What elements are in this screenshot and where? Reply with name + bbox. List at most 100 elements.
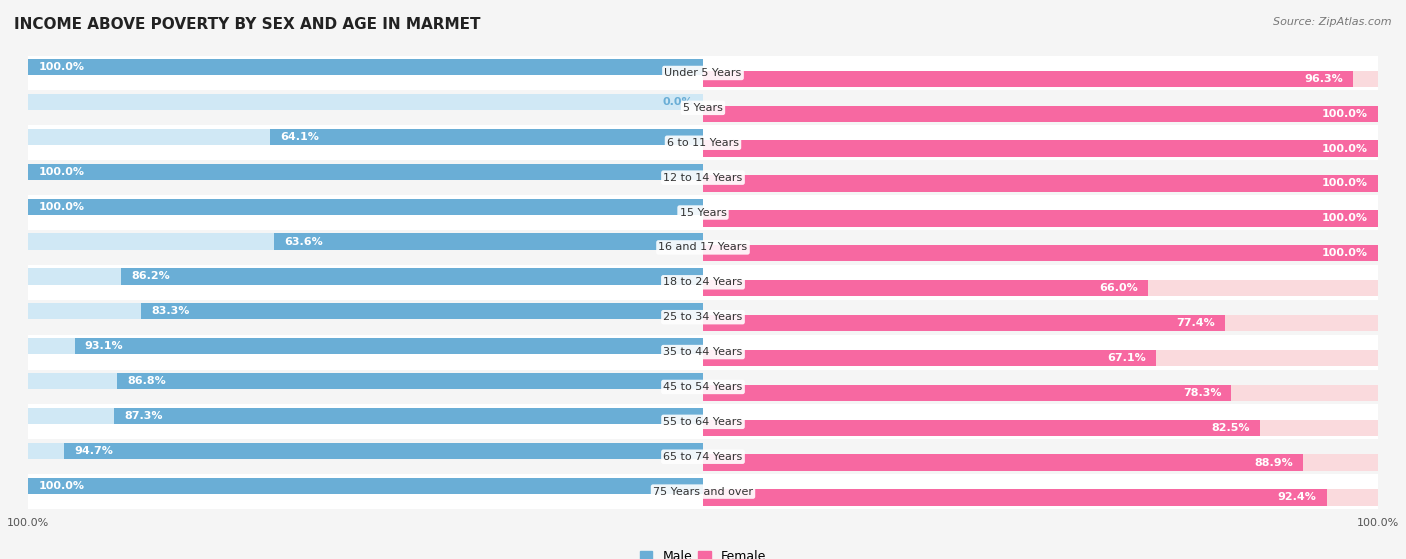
Bar <box>21 55 1385 91</box>
Text: 100.0%: 100.0% <box>38 481 84 491</box>
Text: 100.0%: 100.0% <box>1322 214 1368 224</box>
Text: 96.3%: 96.3% <box>1303 74 1343 84</box>
Bar <box>121 268 703 285</box>
Bar <box>703 454 1303 471</box>
Bar <box>21 439 1385 474</box>
Bar <box>703 350 1156 366</box>
Text: 86.8%: 86.8% <box>128 376 166 386</box>
Bar <box>703 454 1378 471</box>
Bar <box>28 268 703 285</box>
Text: 88.9%: 88.9% <box>1254 458 1294 467</box>
Text: 66.0%: 66.0% <box>1099 283 1139 293</box>
Bar <box>28 477 703 494</box>
Text: 18 to 24 Years: 18 to 24 Years <box>664 277 742 287</box>
Bar <box>703 245 1378 262</box>
Bar <box>28 408 703 424</box>
Bar <box>21 265 1385 300</box>
Bar <box>28 59 703 75</box>
Text: 77.4%: 77.4% <box>1177 318 1215 328</box>
Bar <box>28 443 703 459</box>
Bar <box>703 140 1378 157</box>
Text: 100.0%: 100.0% <box>1357 518 1399 528</box>
Text: 0.0%: 0.0% <box>662 97 693 107</box>
Bar <box>28 303 703 320</box>
Bar <box>703 210 1378 226</box>
Text: 100.0%: 100.0% <box>1322 108 1368 119</box>
Bar <box>703 419 1378 436</box>
Text: 65 to 74 Years: 65 to 74 Years <box>664 452 742 462</box>
Text: 100.0%: 100.0% <box>38 167 84 177</box>
Bar <box>703 70 1378 87</box>
Bar <box>703 106 1378 122</box>
Text: 93.1%: 93.1% <box>84 341 124 351</box>
Bar <box>703 106 1378 122</box>
Text: Source: ZipAtlas.com: Source: ZipAtlas.com <box>1274 17 1392 27</box>
Text: 45 to 54 Years: 45 to 54 Years <box>664 382 742 392</box>
Bar <box>28 94 703 110</box>
Bar <box>141 303 703 320</box>
Bar <box>21 300 1385 335</box>
Bar <box>703 315 1378 331</box>
Text: 94.7%: 94.7% <box>75 446 112 456</box>
Bar <box>703 489 1327 505</box>
Bar <box>21 369 1385 404</box>
Bar <box>21 125 1385 160</box>
Bar <box>21 160 1385 195</box>
Bar <box>28 129 703 145</box>
Bar <box>75 338 703 354</box>
Text: Under 5 Years: Under 5 Years <box>665 68 741 78</box>
Bar <box>28 234 703 250</box>
Bar <box>28 164 703 180</box>
Bar <box>28 198 703 215</box>
Bar <box>28 59 703 75</box>
Bar <box>703 385 1378 401</box>
Bar <box>703 350 1378 366</box>
Bar <box>28 373 703 389</box>
Bar <box>28 164 703 180</box>
Bar <box>21 404 1385 439</box>
Text: 6 to 11 Years: 6 to 11 Years <box>666 138 740 148</box>
Bar <box>28 198 703 215</box>
Bar <box>270 129 703 145</box>
Text: 16 and 17 Years: 16 and 17 Years <box>658 243 748 253</box>
Text: 100.0%: 100.0% <box>1322 248 1368 258</box>
Bar <box>28 477 703 494</box>
Bar <box>703 70 1353 87</box>
Text: 100.0%: 100.0% <box>38 202 84 212</box>
Text: 92.4%: 92.4% <box>1278 492 1316 503</box>
Bar <box>703 489 1378 505</box>
Text: 78.3%: 78.3% <box>1182 388 1222 398</box>
Bar <box>28 338 703 354</box>
Text: 100.0%: 100.0% <box>1322 178 1368 188</box>
Bar <box>703 245 1378 262</box>
Bar <box>703 280 1378 296</box>
Text: 75 Years and over: 75 Years and over <box>652 486 754 496</box>
Text: 100.0%: 100.0% <box>1322 144 1368 154</box>
Text: 64.1%: 64.1% <box>281 132 319 142</box>
Bar <box>21 474 1385 509</box>
Text: 5 Years: 5 Years <box>683 103 723 113</box>
Bar <box>703 280 1149 296</box>
Text: 100.0%: 100.0% <box>7 518 49 528</box>
Bar <box>703 176 1378 192</box>
Text: 15 Years: 15 Years <box>679 207 727 217</box>
Bar <box>21 230 1385 265</box>
Bar <box>117 373 703 389</box>
Bar <box>63 443 703 459</box>
Bar <box>703 385 1232 401</box>
Bar <box>703 176 1378 192</box>
Bar <box>274 234 703 250</box>
Text: 82.5%: 82.5% <box>1211 423 1250 433</box>
Text: 12 to 14 Years: 12 to 14 Years <box>664 173 742 183</box>
Text: 63.6%: 63.6% <box>284 236 322 247</box>
Text: INCOME ABOVE POVERTY BY SEX AND AGE IN MARMET: INCOME ABOVE POVERTY BY SEX AND AGE IN M… <box>14 17 481 32</box>
Bar <box>114 408 703 424</box>
Legend: Male, Female: Male, Female <box>636 546 770 559</box>
Bar <box>21 91 1385 125</box>
Bar <box>21 335 1385 369</box>
Text: 100.0%: 100.0% <box>38 62 84 72</box>
Bar <box>703 315 1226 331</box>
Text: 67.1%: 67.1% <box>1107 353 1146 363</box>
Text: 86.2%: 86.2% <box>131 272 170 281</box>
Text: 25 to 34 Years: 25 to 34 Years <box>664 312 742 322</box>
